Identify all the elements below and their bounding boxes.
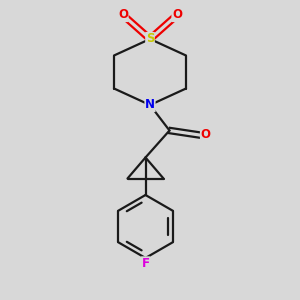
- Text: O: O: [200, 128, 211, 142]
- Text: S: S: [146, 32, 154, 46]
- Text: F: F: [142, 257, 149, 270]
- Text: O: O: [118, 8, 128, 22]
- Text: N: N: [145, 98, 155, 112]
- Text: O: O: [172, 8, 182, 22]
